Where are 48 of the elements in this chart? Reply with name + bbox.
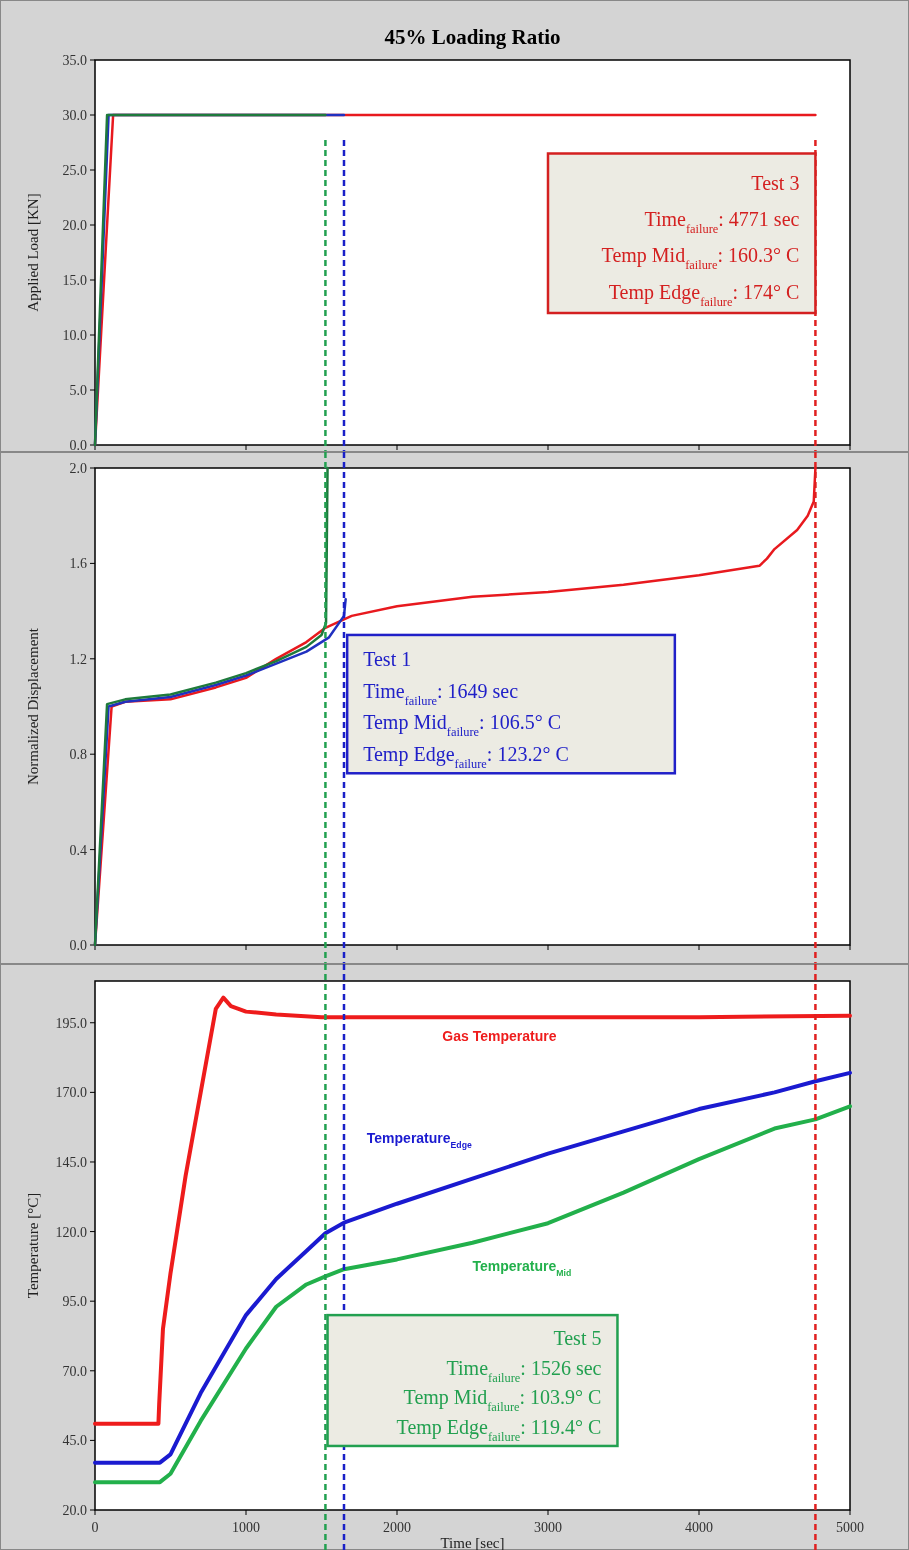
series-label: Temperature$_{Mid}$ — [472, 1257, 572, 1278]
y-tick-label: 0.4 — [69, 842, 87, 858]
annotation: Time$_{failure}$: 4771 sec — [644, 208, 800, 236]
y-tick-label: 95.0 — [62, 1294, 87, 1310]
y-tick-label: 0.8 — [69, 747, 87, 763]
y-tick-label: 1.6 — [69, 556, 87, 572]
y-tick-label: 120.0 — [55, 1224, 87, 1240]
chart-title: 45% Loading Ratio — [384, 25, 561, 49]
y-tick-label: 0.0 — [69, 938, 87, 953]
annotation: Temp Edge$_{failure}$: 119.4° C — [396, 1416, 602, 1445]
annotation: Temp Mid$_{failure}$: 103.9° C — [403, 1386, 602, 1415]
x-tick-label: 5000 — [836, 1520, 864, 1535]
y-tick-label: 25.0 — [62, 163, 87, 178]
y-tick-label: 70.0 — [62, 1363, 87, 1379]
x-tick-label: 1000 — [232, 1520, 260, 1535]
y-tick-label: 45.0 — [62, 1433, 87, 1449]
annotation: Time$_{failure}$: 1649 sec — [363, 679, 519, 708]
annotation: Time$_{failure}$: 1526 sec — [446, 1356, 602, 1385]
annotation: Test 1 — [363, 648, 412, 671]
annotation: Test 5 — [553, 1326, 602, 1349]
series-label: Gas Temperature — [442, 1028, 557, 1045]
y-tick-label: 10.0 — [62, 328, 87, 343]
y-tick-label: 170.0 — [55, 1085, 87, 1101]
x-tick-label: 4000 — [685, 1520, 713, 1535]
y-tick-label: 195.0 — [55, 1015, 87, 1031]
annotation: Temp Mid$_{failure}$: 106.5° C — [363, 711, 562, 740]
y-axis-title: Temperature [°C] — [25, 1192, 41, 1299]
x-tick-label: 3000 — [534, 1520, 562, 1535]
y-tick-label: 35.0 — [62, 53, 87, 68]
x-tick-label: 2000 — [383, 1520, 411, 1535]
y-tick-label: 5.0 — [69, 383, 87, 398]
annotation: Temp Mid$_{failure}$: 160.3° C — [601, 244, 800, 273]
annotation: Test 3 — [751, 171, 800, 194]
y-tick-label: 145.0 — [55, 1154, 87, 1170]
series-label: Temperature$_{Edge}$ — [366, 1129, 472, 1150]
y-tick-label: 0.0 — [69, 438, 87, 453]
y-tick-label: 2.0 — [69, 461, 87, 476]
y-tick-label: 30.0 — [62, 108, 87, 123]
annotation: Temp Edge$_{failure}$: 174° C — [608, 280, 800, 309]
annotation: Temp Edge$_{failure}$: 123.2° C — [363, 742, 569, 771]
y-axis-title: Applied Load [KN] — [25, 193, 41, 312]
y-tick-label: 15.0 — [62, 273, 87, 288]
y-tick-label: 20.0 — [62, 218, 87, 233]
y-tick-label: 1.2 — [69, 651, 87, 667]
y-tick-label: 20.0 — [62, 1503, 87, 1518]
x-axis-title: Time [sec] — [440, 1535, 505, 1550]
x-tick-label: 0 — [91, 1520, 99, 1535]
y-axis-title: Normalized Displacement — [25, 627, 41, 786]
